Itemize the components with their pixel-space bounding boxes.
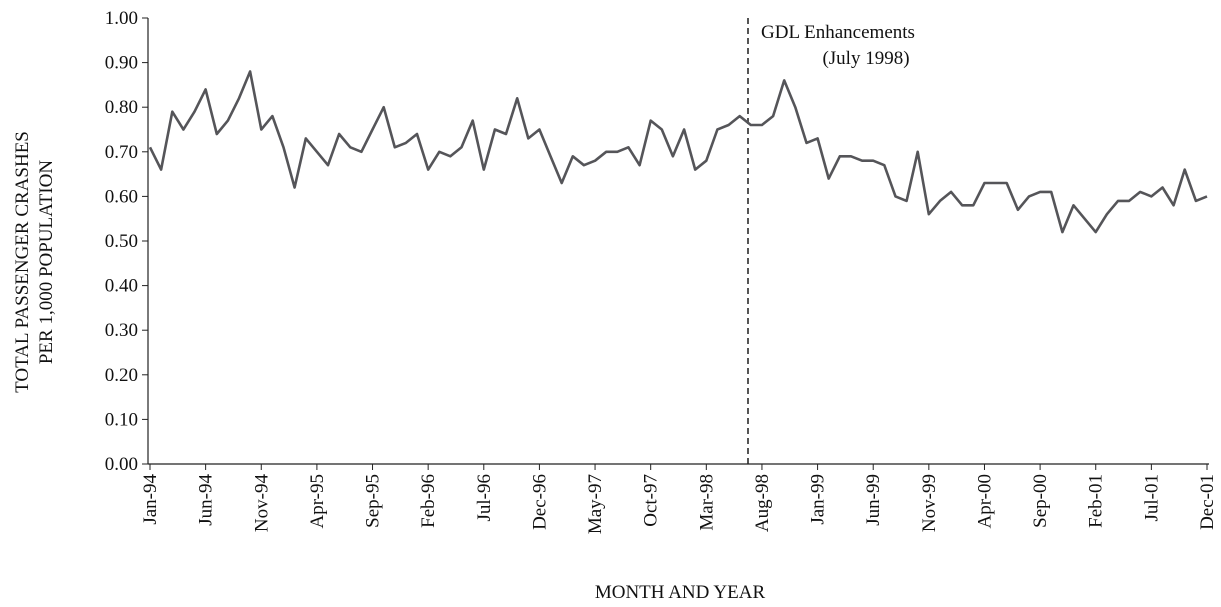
x-tick-label: Jul-01 xyxy=(1141,474,1162,522)
x-tick-label: Jan-94 xyxy=(140,474,161,525)
y-tick-label: 0.80 xyxy=(105,97,138,118)
x-tick-label: Apr-95 xyxy=(307,474,328,529)
y-axis-title: TOTAL PASSENGER CRASHES PER 1,000 POPULA… xyxy=(12,131,57,393)
y-label-line: PER 1,000 POPULATION xyxy=(36,160,57,365)
y-label-line: TOTAL PASSENGER CRASHES xyxy=(12,131,33,393)
y-tick-label: 0.50 xyxy=(105,231,138,252)
x-axis-title: MONTH AND YEAR xyxy=(595,582,766,603)
x-tick-label: Nov-99 xyxy=(919,474,940,532)
y-tick-label: 0.40 xyxy=(105,276,138,297)
x-tick-label: Sep-95 xyxy=(363,474,384,528)
y-tick-label: 0.10 xyxy=(105,409,138,430)
x-tick-label: Dec-01 xyxy=(1197,474,1218,530)
y-tick-label: 0.00 xyxy=(105,454,138,475)
y-tick-label: 0.90 xyxy=(105,53,138,74)
x-tick-label: Feb-96 xyxy=(418,474,439,528)
x-tick-label: Jul-96 xyxy=(474,474,495,522)
x-tick-label: Nov-94 xyxy=(251,474,272,533)
x-tick-label: May-97 xyxy=(585,474,606,534)
x-tick-label: Jun-99 xyxy=(863,474,884,526)
y-tick-label: 1.00 xyxy=(105,8,138,29)
x-tick-label: Jun-94 xyxy=(196,474,217,526)
y-tick-label: 0.30 xyxy=(105,320,138,341)
y-tick-label: 0.60 xyxy=(105,186,138,207)
x-tick-label: Aug-98 xyxy=(752,474,773,532)
x-tick-label: Oct-97 xyxy=(641,474,662,527)
x-tick-label: Sep-00 xyxy=(1030,474,1051,528)
annotation: (July 1998) xyxy=(822,48,909,69)
y-tick-label: 0.70 xyxy=(105,142,138,163)
x-tick-label: Apr-00 xyxy=(974,474,995,529)
x-tick-label: Jan-99 xyxy=(808,474,829,525)
y-tick-label: 0.20 xyxy=(105,365,138,386)
x-tick-label: Dec-96 xyxy=(529,474,550,530)
x-tick-label: Feb-01 xyxy=(1086,474,1107,528)
x-tick-label: Mar-98 xyxy=(696,474,717,531)
annotation: GDL Enhancements xyxy=(761,22,915,43)
data-line xyxy=(148,70,1208,234)
